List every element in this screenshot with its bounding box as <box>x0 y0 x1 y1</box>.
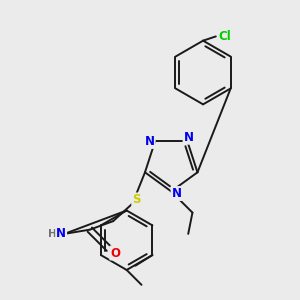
Text: Cl: Cl <box>218 30 231 43</box>
Text: O: O <box>110 247 120 260</box>
Text: H: H <box>48 229 57 239</box>
Text: N: N <box>172 187 182 200</box>
Text: S: S <box>132 194 141 206</box>
Text: N: N <box>145 135 155 148</box>
Text: N: N <box>184 131 194 144</box>
Text: N: N <box>56 227 66 240</box>
